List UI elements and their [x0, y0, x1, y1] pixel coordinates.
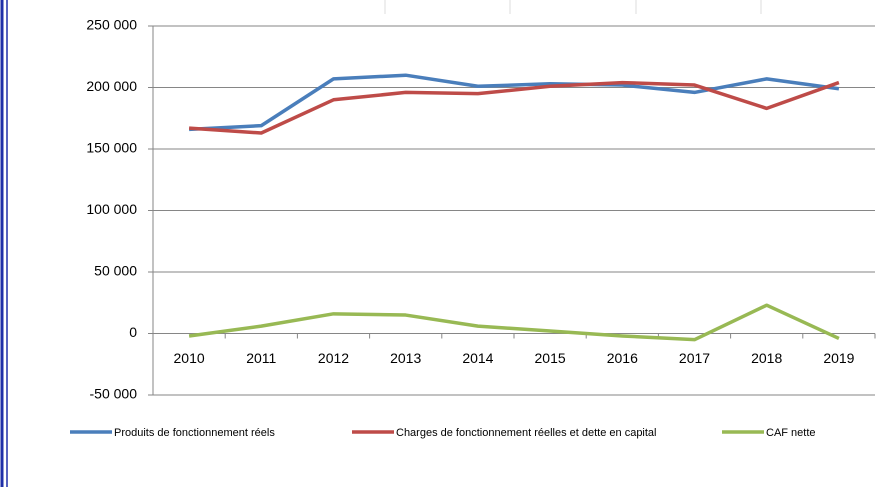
- x-tick-label: 2013: [390, 350, 421, 366]
- y-tick-label: 200 000: [86, 78, 137, 94]
- legend-label: Produits de fonctionnement réels: [114, 427, 275, 439]
- x-tick-label: 2011: [246, 350, 276, 366]
- x-tick-label: 2012: [318, 350, 349, 366]
- legend-label: CAF nette: [766, 427, 816, 439]
- y-tick-label: 50 000: [94, 263, 137, 279]
- x-tick-label: 2010: [174, 350, 205, 366]
- y-tick-label: 0: [129, 324, 137, 340]
- legend-label: Charges de fonctionnement réelles et det…: [396, 427, 657, 439]
- series-line: [189, 73, 840, 132]
- series-line: [188, 303, 840, 342]
- x-tick-label: 2014: [462, 350, 493, 366]
- x-tick-label: 2018: [751, 350, 782, 366]
- y-tick-label: 100 000: [86, 201, 137, 217]
- y-tick-label: -50 000: [90, 386, 138, 402]
- x-tick-label: 2019: [823, 350, 854, 366]
- x-tick-label: 2017: [679, 350, 710, 366]
- x-tick-label: 2016: [607, 350, 638, 366]
- series-line: [188, 80, 840, 135]
- y-tick-label: 150 000: [86, 140, 137, 156]
- y-tick-label: 250 000: [86, 17, 137, 33]
- x-tick-label: 2015: [535, 350, 566, 366]
